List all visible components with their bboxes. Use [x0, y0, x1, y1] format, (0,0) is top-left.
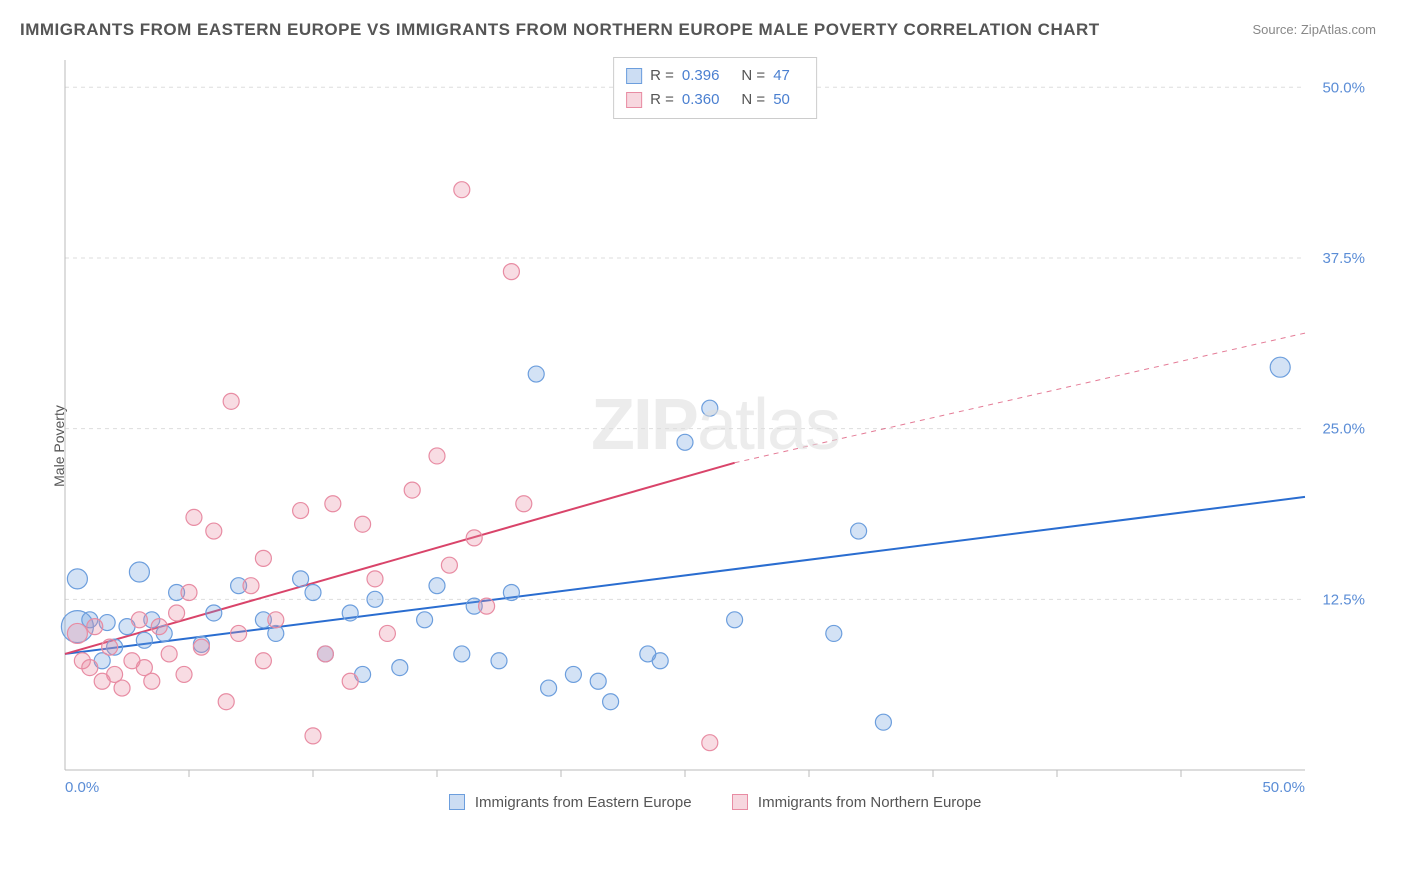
- r-label: R =: [650, 64, 674, 88]
- plot-area: 12.5%25.0%37.5%50.0%0.0%50.0% ZIPatlas R…: [55, 55, 1375, 825]
- n-value-1: 47: [773, 64, 790, 88]
- legend-item-1: Immigrants from Eastern Europe: [449, 794, 696, 811]
- chart-title: IMMIGRANTS FROM EASTERN EUROPE VS IMMIGR…: [20, 20, 1100, 40]
- legend-label-1: Immigrants from Eastern Europe: [475, 794, 692, 811]
- n-label: N =: [741, 88, 765, 112]
- swatch-pink-icon: [626, 92, 642, 108]
- swatch-pink-icon: [732, 794, 748, 810]
- legend-stats: R = 0.396 N = 47 R = 0.360 N = 50: [613, 57, 817, 119]
- legend-stats-row-2: R = 0.360 N = 50: [626, 88, 804, 112]
- swatch-blue-icon: [449, 794, 465, 810]
- chart-svg: 12.5%25.0%37.5%50.0%0.0%50.0%: [55, 55, 1375, 825]
- svg-text:37.5%: 37.5%: [1322, 250, 1365, 267]
- legend-label-2: Immigrants from Northern Europe: [758, 794, 981, 811]
- svg-text:12.5%: 12.5%: [1322, 591, 1365, 608]
- r-value-1: 0.396: [682, 64, 720, 88]
- r-label: R =: [650, 88, 674, 112]
- r-value-2: 0.360: [682, 88, 720, 112]
- swatch-blue-icon: [626, 68, 642, 84]
- source-label: Source: ZipAtlas.com: [1252, 22, 1376, 37]
- legend-bottom: Immigrants from Eastern Europe Immigrant…: [55, 794, 1375, 811]
- svg-text:25.0%: 25.0%: [1322, 421, 1365, 438]
- legend-stats-row-1: R = 0.396 N = 47: [626, 64, 804, 88]
- n-value-2: 50: [773, 88, 790, 112]
- n-label: N =: [741, 64, 765, 88]
- svg-text:50.0%: 50.0%: [1322, 79, 1365, 96]
- legend-item-2: Immigrants from Northern Europe: [732, 794, 982, 811]
